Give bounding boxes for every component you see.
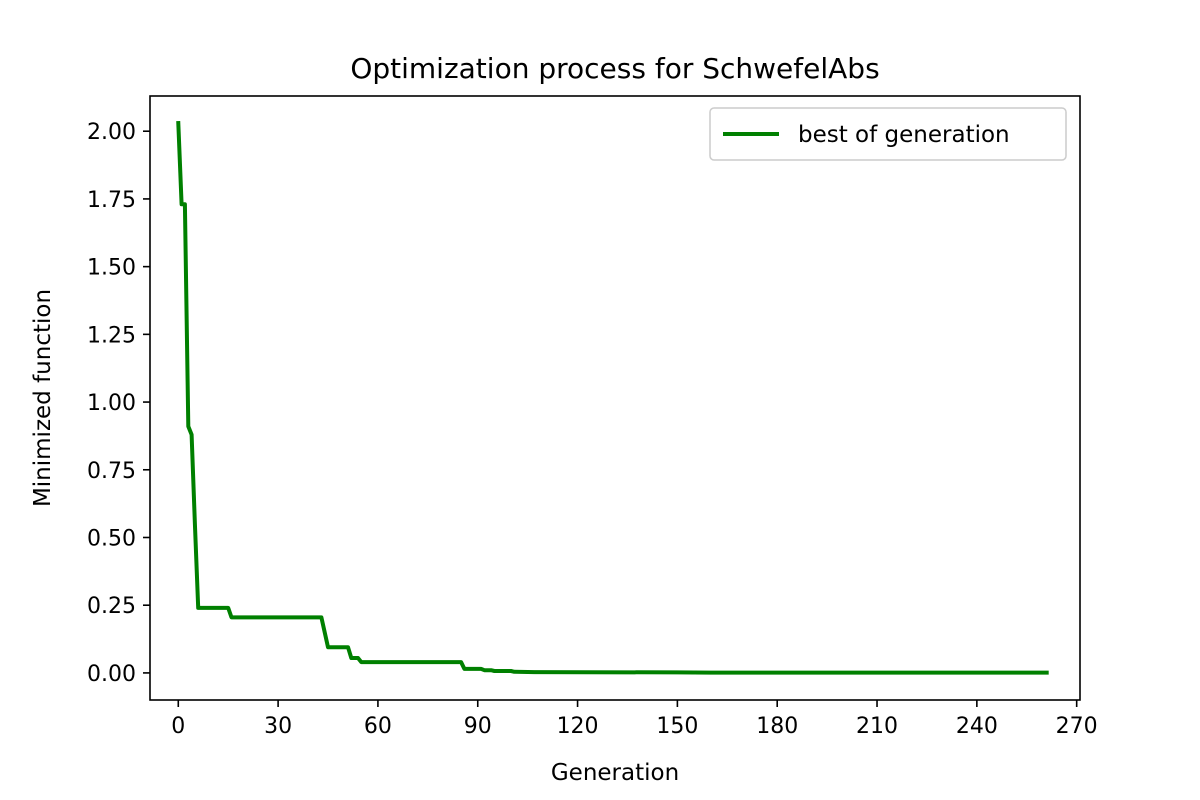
y-axis-label: Minimized function bbox=[30, 289, 56, 507]
x-tick-label: 180 bbox=[756, 714, 798, 739]
y-tick-label: 1.25 bbox=[87, 323, 136, 348]
legend-label: best of generation bbox=[798, 122, 1010, 148]
y-tick-label: 0.50 bbox=[87, 526, 136, 551]
legend: best of generation bbox=[709, 107, 1067, 161]
x-tick-label: 90 bbox=[464, 714, 492, 739]
y-tick-label: 2.00 bbox=[87, 120, 136, 145]
x-tick-label: 270 bbox=[1056, 714, 1098, 739]
x-axis-label: Generation bbox=[551, 760, 679, 786]
chart-title: Optimization process for SchwefelAbs bbox=[350, 52, 879, 85]
x-tick-label: 60 bbox=[364, 714, 392, 739]
plot-area bbox=[176, 121, 1049, 675]
legend-box bbox=[709, 107, 1067, 161]
x-tick-label: 0 bbox=[171, 714, 185, 739]
y-tick-label: 1.50 bbox=[87, 256, 136, 281]
axis-ticks: 0 30 60 90 120 150 180 210 240 270 0.00 0.25 0.50 0.7… bbox=[87, 120, 1098, 739]
x-tick-label: 240 bbox=[956, 714, 998, 739]
y-tick-label: 0.25 bbox=[87, 594, 136, 619]
x-tick-label: 210 bbox=[856, 714, 898, 739]
x-tick-label: 30 bbox=[264, 714, 292, 739]
y-tick-label: 0.75 bbox=[87, 459, 136, 484]
axes-frame bbox=[149, 95, 1081, 701]
x-tick-label: 150 bbox=[656, 714, 698, 739]
y-tick-label: 0.00 bbox=[87, 662, 136, 687]
y-tick-label: 1.75 bbox=[87, 188, 136, 213]
x-tick-label: 120 bbox=[557, 714, 599, 739]
y-tick-label: 1.00 bbox=[87, 391, 136, 416]
series-line-0 bbox=[176, 121, 1049, 675]
